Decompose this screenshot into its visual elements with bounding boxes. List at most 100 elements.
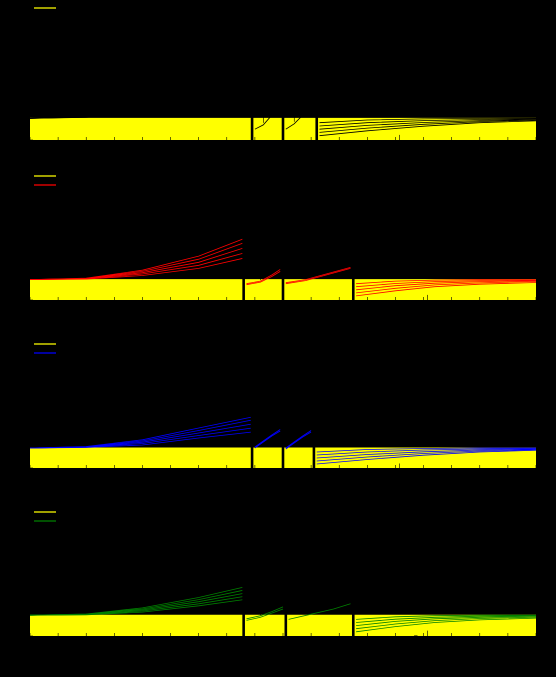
y-tick-label: 800: [17, 467, 28, 473]
x-tick-label: 7000: [417, 473, 431, 479]
x-tick-label: 500: [53, 145, 64, 151]
x-tick-label: 4500: [276, 305, 290, 311]
y-tick-label: 1200: [14, 258, 28, 264]
shoreline-curve-downdrift: [316, 448, 537, 459]
x-tick-label: 7500: [445, 305, 459, 311]
x-tick-label: 3500: [220, 473, 234, 479]
chart-panel-4: 1800 1600 1400 1200 1000 8000 500 1000 1500 2000 2…: [14, 509, 544, 657]
chart-annotation: Final beach position (F): [231, 515, 310, 524]
f-marker: F: [170, 585, 174, 592]
f-marker: F: [170, 77, 174, 84]
y-tick-label: 800: [17, 635, 28, 641]
x-tick-label: 3000: [192, 145, 206, 151]
x-axis-label: [m]: [249, 155, 258, 161]
f-leader: [393, 134, 400, 144]
shoreline-curve-downdrift: [319, 119, 537, 133]
f-marker: F: [263, 598, 267, 605]
x-tick-label: 4000: [248, 305, 262, 311]
y-tick-label: 800: [17, 139, 28, 145]
shoreline-curve-updrift: [29, 416, 253, 449]
shoreline-curve-cell-1: [254, 429, 281, 448]
x-tick-label: 8500: [501, 473, 515, 479]
x-tick-label: 6500: [389, 145, 403, 151]
legend-label-initial: Initial beach position (m): [60, 5, 130, 12]
x-tick-label: 1500: [108, 145, 122, 151]
f-leader: [393, 463, 400, 472]
y-tick-label: 1800: [14, 367, 28, 373]
legend-label-changes: Coastline changes (m): [60, 518, 125, 525]
f-marker: F: [170, 243, 174, 250]
x-tick-label: 2000: [136, 473, 150, 479]
shoreline-curve-downdrift: [356, 614, 536, 620]
x-tick-label: 1000: [80, 473, 94, 479]
shoreline-curve-downdrift: [316, 447, 536, 453]
shoreline-curve-cell-2: [285, 431, 312, 450]
f-marker: F: [265, 423, 269, 430]
y-tick-label: 1000: [14, 278, 28, 284]
x-tick-label: 6000: [361, 473, 375, 479]
x-tick-label: 3000: [192, 305, 206, 311]
legend-label-initial: Initial beach position (m): [60, 173, 130, 180]
shoreline-curve-downdrift: [316, 449, 537, 465]
x-tick-label: 5000: [304, 305, 318, 311]
x-tick-label: 8000: [473, 305, 487, 311]
chart-annotation: Final beach position (F): [231, 179, 310, 188]
shoreline-curve-downdrift: [356, 281, 537, 294]
x-tick-label: 0: [28, 641, 32, 647]
y-tick-label: 1200: [14, 95, 28, 101]
x-tick-label: 3500: [220, 145, 234, 151]
f-leader: [421, 630, 428, 639]
x-tick-label: 2500: [164, 641, 178, 647]
shoreline-curve-updrift: [29, 64, 253, 119]
shoreline-curve-downdrift: [356, 616, 537, 630]
x-tick-label: 7000: [417, 145, 431, 151]
x-tick-label: 1000: [80, 641, 94, 647]
shoreline-curve-cell-1: [254, 430, 281, 449]
shoreline-curve-downdrift: [319, 120, 537, 137]
x-tick-label: 6000: [361, 145, 375, 151]
legend-label-changes: Coastline changes (m): [60, 350, 125, 357]
x-tick-label: 0: [28, 305, 32, 311]
f-marker: F: [414, 636, 418, 643]
chart-panel-1: 1800 1600 1400 1200 1000 8000 500 1000 1500 2000 2…: [14, 5, 544, 161]
y-tick-label: 800: [17, 299, 28, 305]
x-tick-label: 3500: [220, 641, 234, 647]
y-tick-label: 1800: [14, 197, 28, 203]
shoreline-curve-downdrift: [319, 118, 537, 127]
x-tick-label: 8000: [473, 473, 487, 479]
shoreline-curve-cell-1: [254, 104, 281, 130]
x-tick-label: 2500: [164, 145, 178, 151]
shoreline-curve-downdrift: [319, 118, 536, 124]
shoreline-curve-cell-2: [288, 603, 351, 620]
x-tick-label: 7500: [445, 473, 459, 479]
shoreline-curve-updrift: [29, 238, 244, 280]
x-axis-label: [m]: [249, 315, 258, 321]
shoreline-curve-downdrift: [316, 448, 537, 456]
chart-panel-2: 1800 1600 1400 1200 1000 8000 500 1000 1500 2000 2…: [14, 173, 544, 321]
x-tick-label: 5500: [333, 145, 347, 151]
chart-annotation: Final beach position (F): [231, 11, 310, 20]
shoreline-curve-downdrift: [356, 279, 536, 285]
x-tick-label: 7000: [417, 305, 431, 311]
f-leader: [175, 244, 183, 254]
x-tick-label: 6000: [361, 305, 375, 311]
shoreline-curve-cell-2: [285, 267, 351, 284]
x-tick-label: 8000: [473, 145, 487, 151]
shoreline-curve-updrift: [29, 586, 244, 616]
shoreline-curve-cell-1: [246, 269, 281, 285]
f-marker: F: [265, 106, 269, 113]
x-tick-label: 4000: [248, 473, 262, 479]
chart-panel-3: 1800 1600 1400 1200 1000 8000 500 1000 1500 2000 2…: [14, 341, 544, 489]
x-axis-label: [m]: [249, 651, 258, 657]
x-tick-label: 8500: [501, 145, 515, 151]
f-leader: [175, 79, 183, 88]
x-tick-label: 5000: [304, 473, 318, 479]
y-tick-label: 1000: [14, 614, 28, 620]
y-tick-label: 1000: [14, 117, 28, 123]
y-tick-label: 1200: [14, 427, 28, 433]
y-tick-label: 1600: [14, 217, 28, 223]
x-tick-label: 3500: [220, 305, 234, 311]
shoreline-curve-cell-2: [285, 430, 312, 449]
f-leader: [175, 586, 183, 595]
